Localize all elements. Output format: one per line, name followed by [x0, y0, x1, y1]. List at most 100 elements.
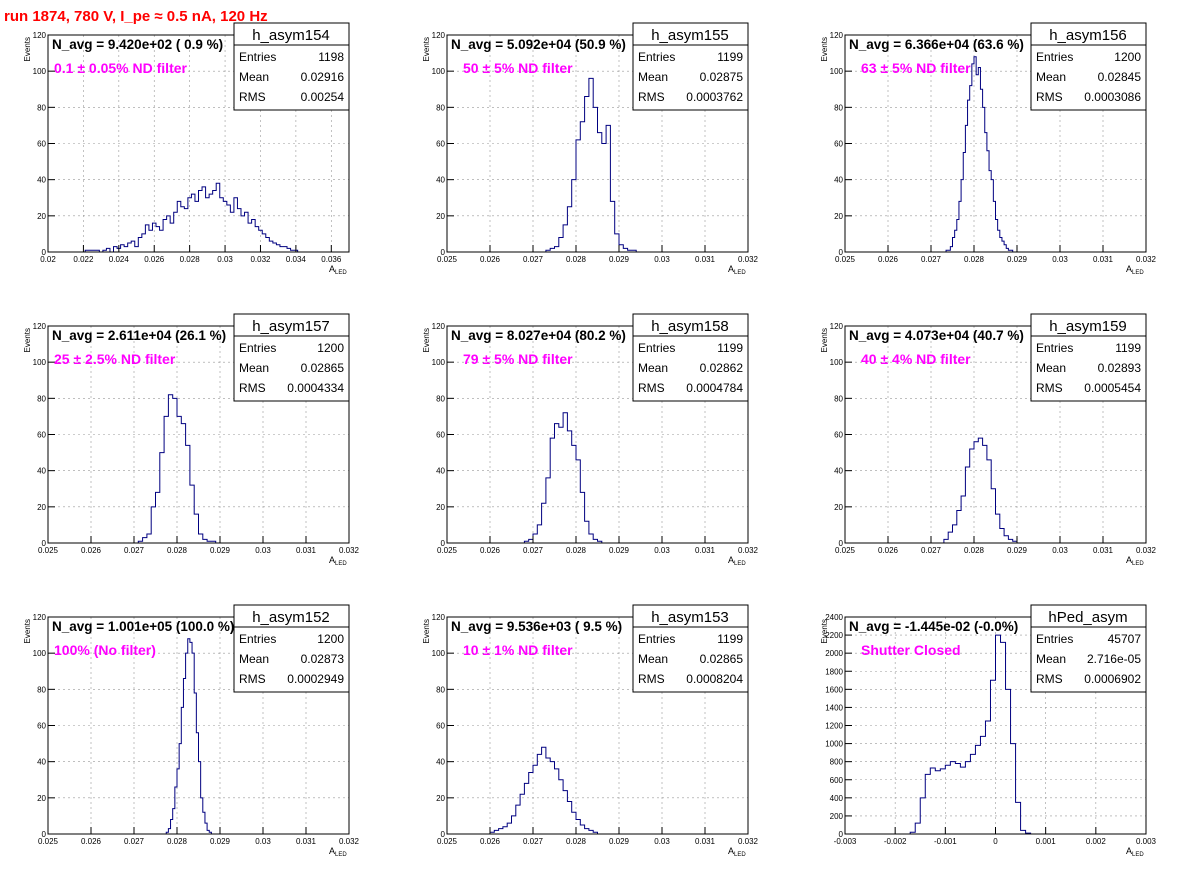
n-avg-info: N_avg = 9.536e+03 ( 9.5 %) — [451, 619, 622, 634]
y-tick-label: 100 — [432, 67, 446, 76]
hist-name: h_asym158 — [651, 318, 729, 335]
stats-key: Entries — [638, 341, 675, 355]
stats-value: 1200 — [1114, 50, 1141, 64]
stats-box — [233, 604, 350, 693]
x-axis-label: ALED — [329, 264, 347, 276]
stats-key: Mean — [239, 652, 269, 666]
stats-value: 0.0004784 — [686, 381, 743, 395]
x-tick-label: 0.003 — [1136, 837, 1157, 846]
x-tick-label: 0.025 — [38, 837, 59, 846]
stats-value: 1200 — [317, 341, 344, 355]
x-tick-label: 0.027 — [921, 255, 942, 264]
y-tick-label: 120 — [432, 31, 446, 40]
hist-name: h_asym154 — [252, 27, 330, 44]
y-tick-label: 60 — [436, 431, 445, 440]
y-tick-label: 0 — [839, 830, 844, 839]
y-tick-label: 40 — [834, 176, 843, 185]
y-tick-label: 60 — [37, 431, 46, 440]
y-tick-label: 1800 — [825, 667, 843, 676]
y-tick-label: 20 — [436, 212, 445, 221]
y-tick-label: 40 — [37, 176, 46, 185]
x-axis-label: ALED — [1126, 264, 1144, 276]
y-axis-label: Events — [23, 37, 32, 61]
x-tick-label: 0.025 — [835, 255, 856, 264]
x-tick-label: 0.027 — [523, 837, 544, 846]
x-tick-label: 0.022 — [73, 255, 94, 264]
y-tick-label: 20 — [37, 503, 46, 512]
x-tick-label: 0.028 — [167, 546, 188, 555]
y-tick-label: 0 — [441, 539, 446, 548]
n-avg-info: N_avg = -1.445e-02 (-0.0%) — [849, 619, 1018, 634]
filter-note: Shutter Closed — [861, 642, 961, 658]
y-tick-label: 2400 — [825, 613, 843, 622]
x-tick-label: 0.029 — [609, 837, 630, 846]
x-tick-label: 0.02 — [40, 255, 56, 264]
y-axis-label: Events — [820, 619, 829, 643]
x-tick-label: 0.032 — [1136, 255, 1157, 264]
y-tick-label: 120 — [432, 322, 446, 331]
stats-key: Mean — [239, 361, 269, 375]
x-tick-label: 0.028 — [964, 546, 985, 555]
y-tick-label: 40 — [834, 467, 843, 476]
stats-value: 1199 — [717, 632, 743, 646]
histogram-panel: 0.025 0.026 0.027 0.028 0.029 0.03 0.031 0.032 0… — [422, 313, 759, 567]
x-tick-label: 0.031 — [695, 255, 716, 264]
filter-note: 50 ± 5% ND filter — [463, 60, 573, 76]
y-tick-label: 400 — [830, 794, 844, 803]
x-tick-label: 0.03 — [654, 837, 670, 846]
y-tick-label: 20 — [834, 212, 843, 221]
x-tick-label: 0.032 — [339, 837, 360, 846]
x-tick-label: 0.032 — [738, 255, 759, 264]
stats-value: 0.02916 — [301, 70, 345, 84]
y-tick-label: 2000 — [825, 649, 843, 658]
x-tick-label: 0.025 — [38, 546, 59, 555]
x-tick-label: 0.001 — [1036, 837, 1057, 846]
stats-key: RMS — [1036, 381, 1063, 395]
y-tick-label: 120 — [830, 31, 844, 40]
x-tick-label: 0.024 — [109, 255, 130, 264]
y-tick-label: 80 — [436, 394, 445, 403]
x-tick-label: 0.027 — [523, 255, 544, 264]
y-tick-label: 40 — [436, 758, 445, 767]
stats-key: RMS — [638, 90, 665, 104]
x-tick-label: 0.031 — [1093, 546, 1114, 555]
stats-key: RMS — [239, 381, 266, 395]
filter-note: 10 ± 1% ND filter — [463, 642, 573, 658]
stats-box — [233, 22, 350, 111]
stats-key: Entries — [1036, 632, 1073, 646]
y-tick-label: 1600 — [825, 685, 843, 694]
x-axis-label: ALED — [728, 846, 746, 858]
y-axis-label: Events — [422, 37, 431, 61]
y-tick-label: 120 — [33, 613, 47, 622]
stats-key: RMS — [1036, 90, 1063, 104]
stats-key: RMS — [239, 90, 266, 104]
x-tick-label: 0.029 — [609, 255, 630, 264]
x-tick-label: -0.003 — [834, 837, 857, 846]
stats-value: 0.0003086 — [1084, 90, 1141, 104]
x-tick-label: 0.028 — [566, 546, 587, 555]
filter-note: 40 ± 4% ND filter — [861, 351, 971, 367]
stats-key: Mean — [1036, 361, 1066, 375]
x-tick-label: 0.025 — [437, 837, 458, 846]
histogram-panel: 0.025 0.026 0.027 0.028 0.029 0.03 0.031 0.032 0… — [23, 313, 360, 567]
stats-value: 0.0008204 — [686, 672, 743, 686]
stats-value: 0.02893 — [1098, 361, 1142, 375]
n-avg-info: N_avg = 9.420e+02 ( 0.9 %) — [52, 37, 223, 52]
stats-box — [632, 604, 749, 693]
stats-value: 0.0005454 — [1084, 381, 1141, 395]
histogram-line — [489, 746, 611, 835]
x-tick-label: 0.032 — [738, 837, 759, 846]
y-tick-label: 0 — [42, 248, 47, 257]
x-tick-label: 0.03 — [255, 546, 271, 555]
y-tick-label: 2200 — [825, 631, 843, 640]
n-avg-info: N_avg = 8.027e+04 (80.2 %) — [451, 328, 626, 343]
stats-key: Mean — [638, 361, 668, 375]
run-title: run 1874, 780 V, I_pe ≈ 0.5 nA, 120 Hz — [4, 8, 268, 25]
histogram-line — [165, 638, 212, 834]
histogram-line — [523, 412, 611, 544]
hist-name: h_asym153 — [651, 609, 729, 626]
x-tick-label: 0.028 — [167, 837, 188, 846]
x-tick-label: 0.032 — [738, 546, 759, 555]
stats-key: RMS — [638, 381, 665, 395]
stats-box — [632, 22, 749, 111]
